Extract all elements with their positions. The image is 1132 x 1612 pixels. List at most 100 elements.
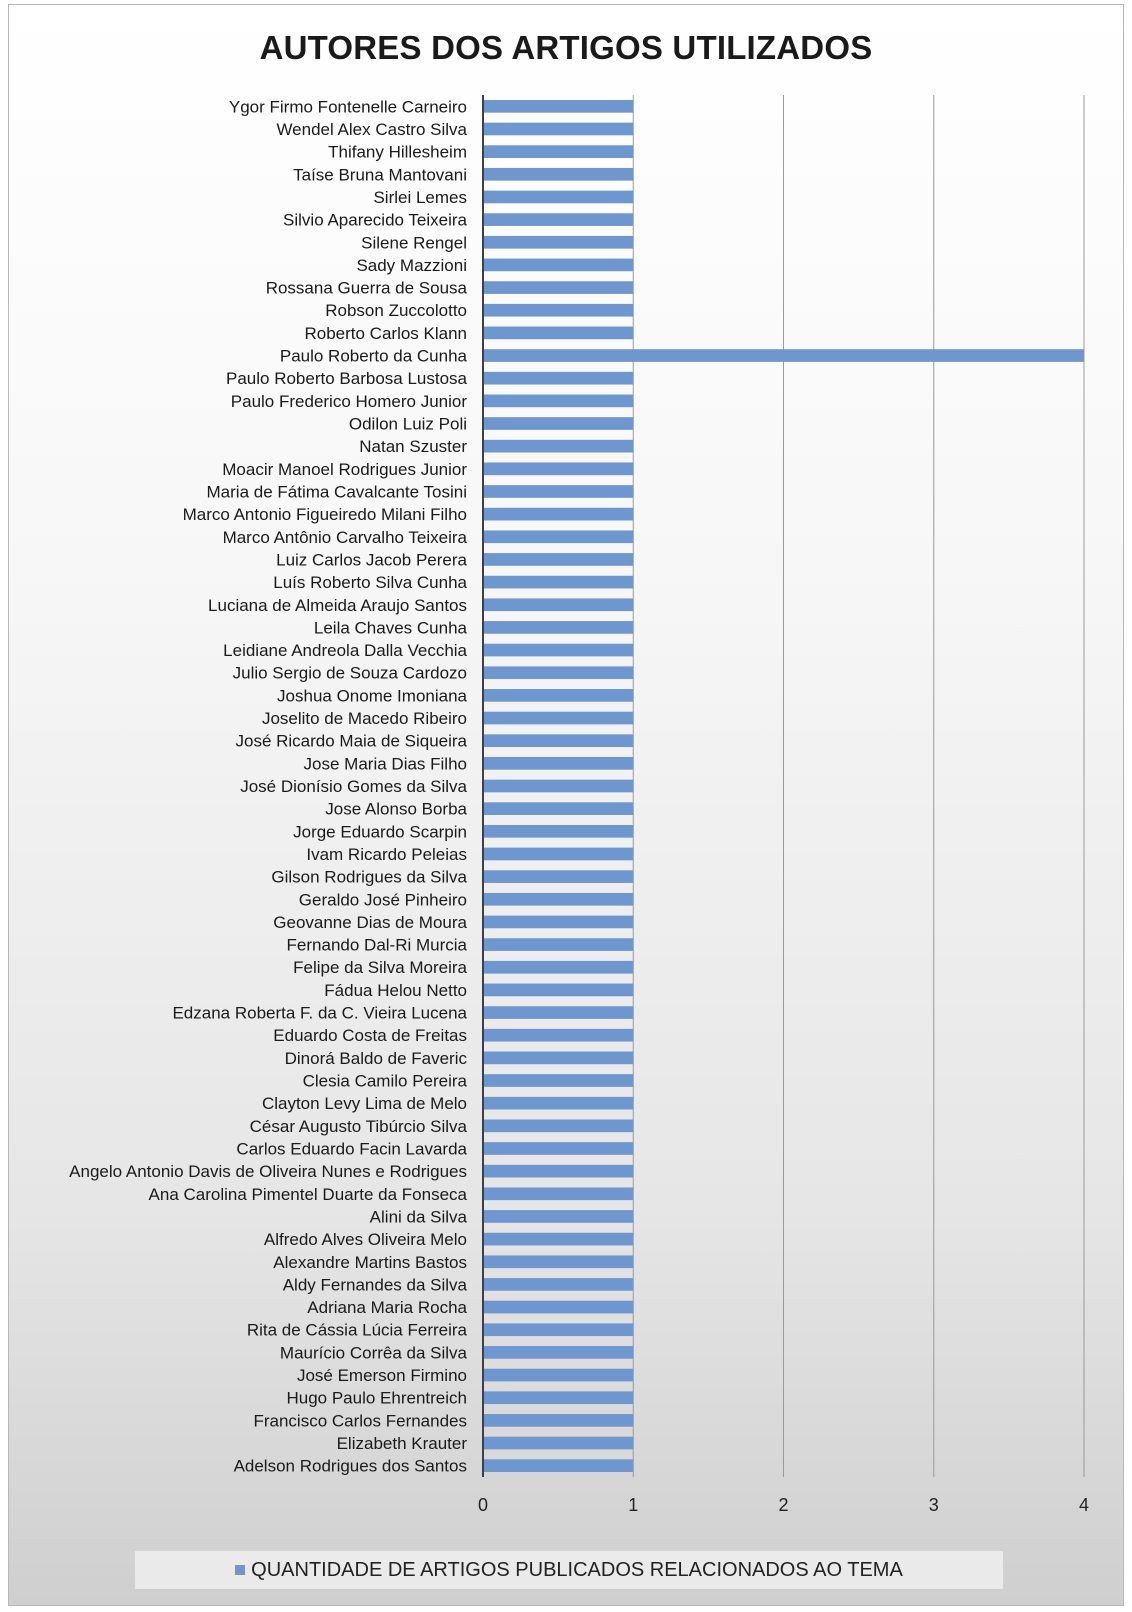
category-label: Adriana Maria Rocha (307, 1298, 467, 1317)
bar (483, 689, 634, 702)
category-label: Fádua Helou Netto (324, 981, 467, 1000)
bar (483, 1255, 634, 1269)
bar (483, 190, 634, 204)
bar (483, 99, 634, 113)
bar (483, 643, 634, 657)
bar (483, 1119, 634, 1133)
category-label: Elizabeth Krauter (337, 1434, 468, 1453)
bar (483, 439, 634, 453)
category-label: Joselito de Macedo Ribeiro (262, 709, 467, 728)
bar (483, 417, 634, 430)
category-label: Taíse Bruna Mantovani (293, 165, 467, 184)
bar (483, 349, 1084, 362)
category-label: Felipe da Silva Moreira (293, 958, 467, 977)
bar (483, 145, 634, 158)
bar (483, 1074, 634, 1087)
bar (483, 892, 634, 906)
bar (483, 462, 634, 476)
category-label: Leila Chaves Cunha (314, 618, 468, 637)
bar (483, 394, 634, 408)
category-label: Ygor Firmo Fontenelle Carneiro (229, 97, 467, 116)
category-label: Silene Rengel (361, 233, 467, 252)
category-label: Julio Sergio de Souza Cardozo (233, 664, 467, 683)
bar (483, 326, 634, 340)
bar (483, 779, 634, 793)
bar (483, 485, 634, 498)
bar (483, 1164, 634, 1178)
category-label: Fernando Dal-Ri Murcia (287, 936, 468, 955)
category-label: Thifany Hillesheim (328, 143, 467, 162)
category-label: Marco Antônio Carvalho Teixeira (223, 528, 468, 547)
category-label: Rossana Guerra de Sousa (266, 279, 468, 298)
bar (483, 598, 634, 612)
category-label: Rita de Cássia Lúcia Ferreira (247, 1321, 468, 1340)
bar (483, 1346, 634, 1359)
bar (483, 938, 634, 951)
bar (483, 847, 634, 861)
category-label: Leidiane Andreola Dalla Vecchia (223, 641, 467, 660)
category-label: Natan Szuster (359, 437, 467, 456)
bar (483, 167, 634, 181)
bar (483, 802, 634, 815)
bar (483, 1278, 634, 1291)
category-label: Joshua Onome Imoniana (277, 686, 467, 705)
category-label: Dinorá Baldo de Faveric (285, 1049, 468, 1068)
chart-frame: AUTORES DOS ARTIGOS UTILIZADOS 0 1 2 3 4 Ygor… (8, 4, 1124, 1606)
category-label: Paulo Frederico Homero Junior (231, 392, 468, 411)
category-label: Jose Maria Dias Filho (304, 754, 467, 773)
category-label: Carlos Eduardo Facin Lavarda (236, 1139, 467, 1158)
category-label: Luiz Carlos Jacob Perera (276, 550, 467, 569)
category-label: Angelo Antonio Davis de Oliveira Nunes e… (69, 1162, 467, 1181)
category-label: Edzana Roberta F. da C. Vieira Lucena (172, 1004, 467, 1023)
category-label: Moacir Manoel Rodrigues Junior (222, 460, 467, 479)
category-label: Jose Alonso Borba (325, 800, 467, 819)
bar (483, 1414, 634, 1427)
category-label: Luís Roberto Silva Cunha (273, 573, 467, 592)
bar (483, 711, 634, 725)
bar (483, 1459, 634, 1473)
bar (483, 1391, 634, 1405)
category-label: Alini da Silva (370, 1207, 468, 1226)
legend-swatch (235, 1565, 246, 1575)
legend: QUANTIDADE DE ARTIGOS PUBLICADOS RELACIO… (135, 1551, 1003, 1589)
bar (483, 1096, 634, 1110)
category-label: Clayton Levy Lima de Melo (262, 1094, 467, 1113)
category-label: Geovanne Dias de Moura (273, 913, 467, 932)
bar (483, 1210, 634, 1223)
category-label: César Augusto Tibúrcio Silva (250, 1117, 468, 1136)
x-tick-label: 2 (778, 1495, 788, 1515)
bar (483, 621, 634, 634)
bar (483, 1187, 634, 1201)
category-label: Odilon Luiz Poli (349, 415, 467, 434)
bar (483, 1232, 634, 1246)
x-tick-label: 0 (478, 1495, 488, 1515)
x-tick-label: 4 (1079, 1495, 1089, 1515)
category-label: Maria de Fátima Cavalcante Tosini (207, 482, 467, 501)
bar (483, 507, 634, 521)
bar (483, 371, 634, 385)
bar (483, 1323, 634, 1337)
category-label: José Dionísio Gomes da Silva (240, 777, 467, 796)
category-label: Sirlei Lemes (373, 188, 467, 207)
category-label: Geraldo José Pinheiro (299, 890, 467, 909)
bar (483, 1051, 634, 1065)
category-label: Sady Mazzioni (356, 256, 467, 275)
bar (483, 1368, 634, 1382)
bar (483, 870, 634, 883)
bar (483, 757, 634, 770)
x-tick-label: 3 (929, 1495, 939, 1515)
x-tick-label: 1 (628, 1495, 638, 1515)
category-label: Aldy Fernandes da Silva (283, 1275, 468, 1294)
bar (483, 1142, 634, 1155)
category-label: Wendel Alex Castro Silva (276, 120, 467, 139)
category-label: Ivam Ricardo Peleias (306, 845, 467, 864)
category-label: Roberto Carlos Klann (304, 324, 467, 343)
category-label: Silvio Aparecido Teixeira (283, 211, 467, 230)
category-label: Alfredo Alves Oliveira Melo (264, 1230, 467, 1249)
category-label: Robson Zuccolotto (325, 301, 467, 320)
category-label: Marco Antonio Figueiredo Milani Filho (183, 505, 467, 524)
bar (483, 258, 634, 272)
bar (483, 1300, 634, 1314)
category-label: Alexandre Martins Bastos (273, 1253, 467, 1272)
bar (483, 1006, 634, 1019)
